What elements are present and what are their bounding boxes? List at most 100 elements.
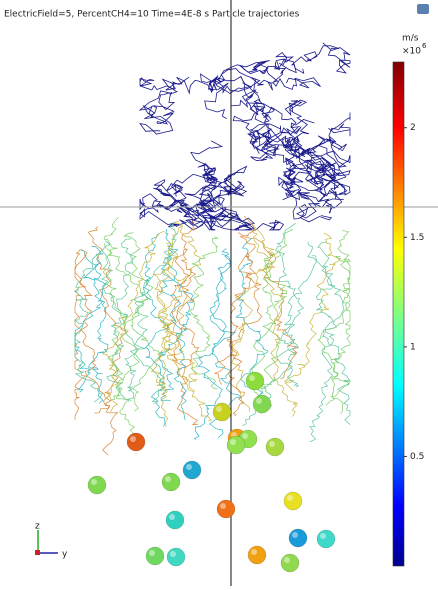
trajectory [138,76,190,135]
x-arrow [35,550,40,555]
colorbar-exponent: 6 [422,42,427,50]
trajectory [178,185,255,230]
particle [252,394,272,414]
particle [288,528,308,548]
particle-highlight [165,476,171,482]
particle [182,460,202,480]
trajectories [74,42,351,456]
trajectory [141,233,170,427]
trajectory [225,75,315,152]
trajectory [317,241,351,426]
z-label: z [35,522,40,532]
trajectory [104,243,149,435]
trajectory [251,221,298,417]
trajectory [139,73,229,119]
particle-highlight [249,375,255,381]
trajectory [283,232,342,392]
trajectory [242,255,317,427]
trajectory [282,99,326,203]
trajectory [150,256,177,427]
particle [316,529,336,549]
particle-highlight [287,495,293,501]
colorbar-unit: m/s [402,34,419,44]
particle [226,435,246,455]
particle-highlight [251,549,257,555]
y-label: y [62,550,68,560]
particle-highlight [220,503,226,509]
colorbar [392,61,405,567]
particle [247,545,267,565]
trajectory [295,135,351,190]
colorbar-ticks: 0.5 1 1.5 2 [404,123,424,462]
trajectory [230,99,302,146]
trajectory [175,218,200,382]
trajectory [129,222,177,405]
trajectory [317,230,351,406]
particle [280,553,300,573]
particle [126,432,146,452]
trajectory [154,224,184,391]
colorbar-tick-label: 1 [410,342,416,352]
trajectory [231,229,270,412]
trajectory [208,58,305,94]
trajectory [248,250,280,414]
particle-highlight [91,479,97,485]
trajectory [79,249,109,404]
trajectory [213,215,256,386]
trajectory [235,237,269,400]
particle [87,475,107,495]
particle-highlight [230,439,236,445]
trajectory [239,42,351,75]
particle [165,510,185,530]
toolbar-icon[interactable] [417,4,429,14]
trajectory [153,179,248,231]
particle-highlight [242,433,248,439]
trajectory [87,226,128,414]
particle [216,499,236,519]
plot-title: ElectricField=5, PercentCH4=10 Time=4E-8… [4,10,300,20]
particle-highlight [320,533,326,539]
particle [283,491,303,511]
trajectory [301,143,351,196]
particle-highlight [130,436,136,442]
particle-highlight [186,464,192,470]
trajectory [193,248,236,440]
particle-highlight [169,514,175,520]
particle-highlight [149,550,155,556]
trajectory [281,157,326,200]
particle-highlight [284,557,290,563]
particle [245,371,265,391]
trajectory [249,101,351,159]
trajectory [227,252,263,417]
trajectory [171,220,202,392]
trajectory [189,236,219,390]
trajectory [123,232,162,412]
colorbar-tick-label: 2 [410,123,416,133]
particle-highlight [216,406,222,412]
trajectory [249,123,306,164]
trajectory [157,242,213,421]
particle-highlight [170,551,176,557]
particles [87,371,336,573]
particle [166,547,186,567]
trajectory [74,245,107,393]
trajectory [74,253,104,403]
particle-highlight [269,441,275,447]
particle [161,472,181,492]
particle [145,546,165,566]
trajectory [184,186,285,231]
trajectory [258,228,294,399]
trajectory [74,249,93,420]
trajectory [278,144,336,220]
colorbar-tick-label: 0.5 [410,452,424,462]
trajectory [102,216,128,400]
trajectory [275,223,304,388]
colorbar-multiplier: ×10 [402,47,421,57]
particle [265,437,285,457]
axis-triad: z y [35,522,68,560]
colorbar-tick-label: 1.5 [410,233,424,243]
trajectory [160,245,194,421]
trajectory [139,183,216,231]
particle-highlight [256,398,262,404]
